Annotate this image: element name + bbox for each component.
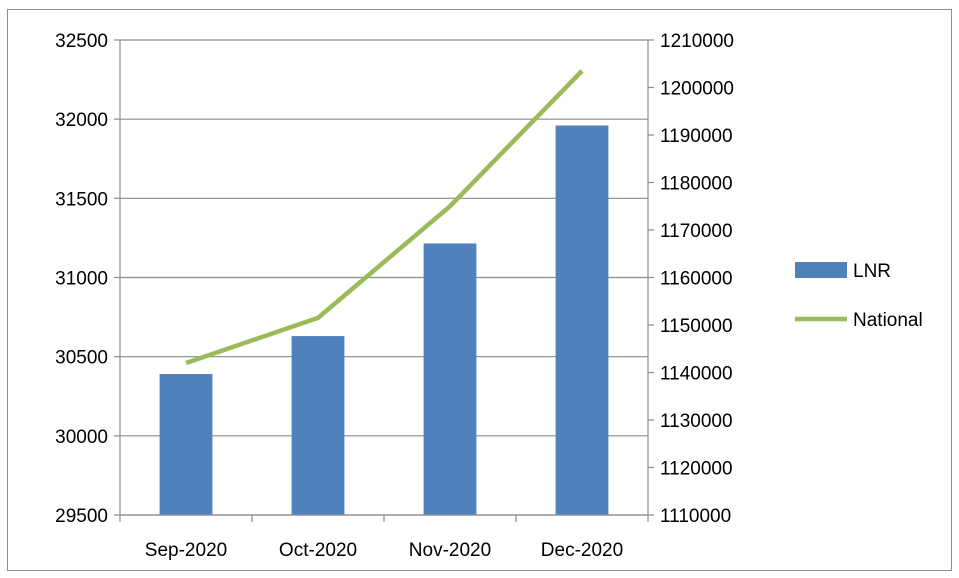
right-axis-tick-labels: 1110000 1120000 1130000 1140000 1150000 11600… xyxy=(660,31,734,527)
right-axis-tick-label: 1110000 xyxy=(660,506,731,527)
right-axis-tick-label: 1140000 xyxy=(660,364,733,385)
left-axis-tick-label: 32000 xyxy=(55,110,108,131)
legend: LNR National xyxy=(795,261,923,331)
right-axis-tick-label: 1120000 xyxy=(660,459,733,480)
left-axis-tick-label: 32500 xyxy=(55,31,108,52)
right-axis-tick-label: 1150000 xyxy=(660,316,733,337)
x-axis-tick-label: Dec-2020 xyxy=(541,540,623,561)
x-axis-tick-label: Sep-2020 xyxy=(145,540,227,561)
left-axis-tick-label: 30500 xyxy=(55,348,108,369)
national-line xyxy=(185,69,584,366)
right-axis-tick-label: 1210000 xyxy=(660,31,734,52)
bar-Dec-2020 xyxy=(555,125,609,515)
right-axis-tick-label: 1200000 xyxy=(660,79,734,100)
national-line-series xyxy=(185,69,584,366)
bar-Oct-2020 xyxy=(291,336,345,515)
x-axis-tick-label: Oct-2020 xyxy=(279,540,357,561)
legend-label-lnr: LNR xyxy=(853,261,891,282)
left-axis-tick-label: 29500 xyxy=(55,506,108,527)
x-axis-tick-labels: Sep-2020 Oct-2020 Nov-2020 Dec-2020 xyxy=(145,540,623,561)
right-axis-tick-label: 1180000 xyxy=(660,174,733,195)
axes xyxy=(114,39,654,522)
lnr-bars xyxy=(159,125,609,516)
left-axis-tick-labels: 29500 30000 30500 31000 31500 32000 32500 xyxy=(55,31,108,527)
legend-swatch-lnr xyxy=(795,262,847,278)
right-axis-tick-label: 1130000 xyxy=(660,411,733,432)
left-axis-tick-label: 31500 xyxy=(55,189,108,210)
right-axis-tick-label: 1170000 xyxy=(660,221,733,242)
bar-Nov-2020 xyxy=(423,243,477,516)
left-axis-tick-label: 30000 xyxy=(55,427,108,448)
legend-label-national: National xyxy=(853,310,923,331)
bar-Sep-2020 xyxy=(159,374,213,515)
right-axis-tick-label: 1190000 xyxy=(660,126,733,147)
x-axis-tick-label: Nov-2020 xyxy=(409,540,491,561)
left-axis-tick-label: 31000 xyxy=(55,269,108,290)
right-axis-tick-label: 1160000 xyxy=(660,269,733,290)
